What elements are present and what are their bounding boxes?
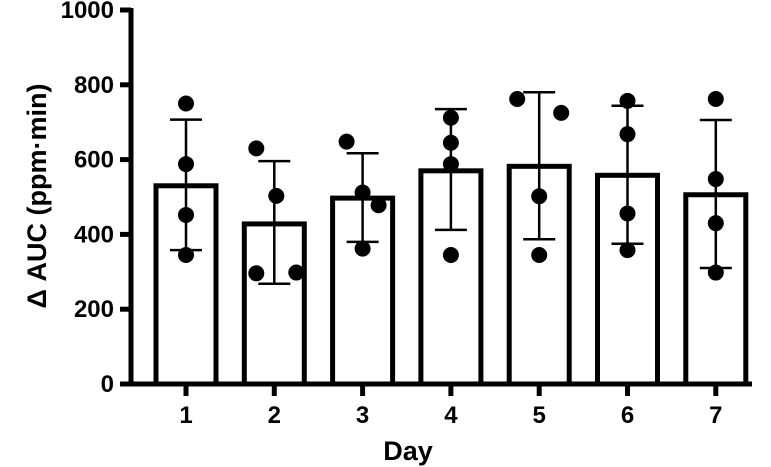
data-point [178,246,194,263]
data-point [619,205,636,222]
data-point [509,91,526,108]
y-tick-label: 0 [101,371,114,398]
data-point [370,197,387,214]
y-tick-label: 400 [74,221,114,248]
data-point [553,104,570,121]
x-axis-title: Day [383,436,433,466]
y-tick-label: 600 [74,147,114,174]
data-point [442,134,459,151]
data-point [354,184,371,201]
x-tick-label: 5 [533,402,546,429]
data-point [619,126,636,143]
y-tick-label: 1000 [61,0,114,24]
data-point [178,206,194,223]
data-point [248,140,265,157]
data-point [707,91,724,108]
data-point [531,246,548,263]
y-axis: 0 200 400 600 800 1000 [61,0,134,398]
data-point [338,133,355,150]
data-point [178,95,194,112]
data-point [707,171,724,188]
data-point [442,246,459,263]
data-point [268,187,285,204]
data-point [707,215,724,232]
x-axis: 1 2 3 4 5 6 7 [129,381,752,429]
data-point [248,265,265,282]
x-tick-label: 2 [268,402,281,429]
x-tick-label: 3 [356,402,369,429]
y-tick-label: 200 [74,296,114,323]
y-axis-title: Δ AUC (ppm·min) [22,84,52,309]
data-point [442,109,459,126]
data-point [442,156,459,173]
data-point [354,240,371,257]
data-point [531,188,548,205]
data-point [707,264,724,281]
x-tick-label: 1 [179,402,192,429]
y-tick-label: 800 [74,72,114,99]
data-point [288,264,305,281]
data-point [619,92,636,109]
data-point [619,242,636,259]
data-point [178,156,194,173]
x-tick-label: 4 [444,402,458,429]
data-points [178,91,724,282]
x-tick-label: 7 [709,402,722,429]
x-tick-label: 6 [621,402,634,429]
